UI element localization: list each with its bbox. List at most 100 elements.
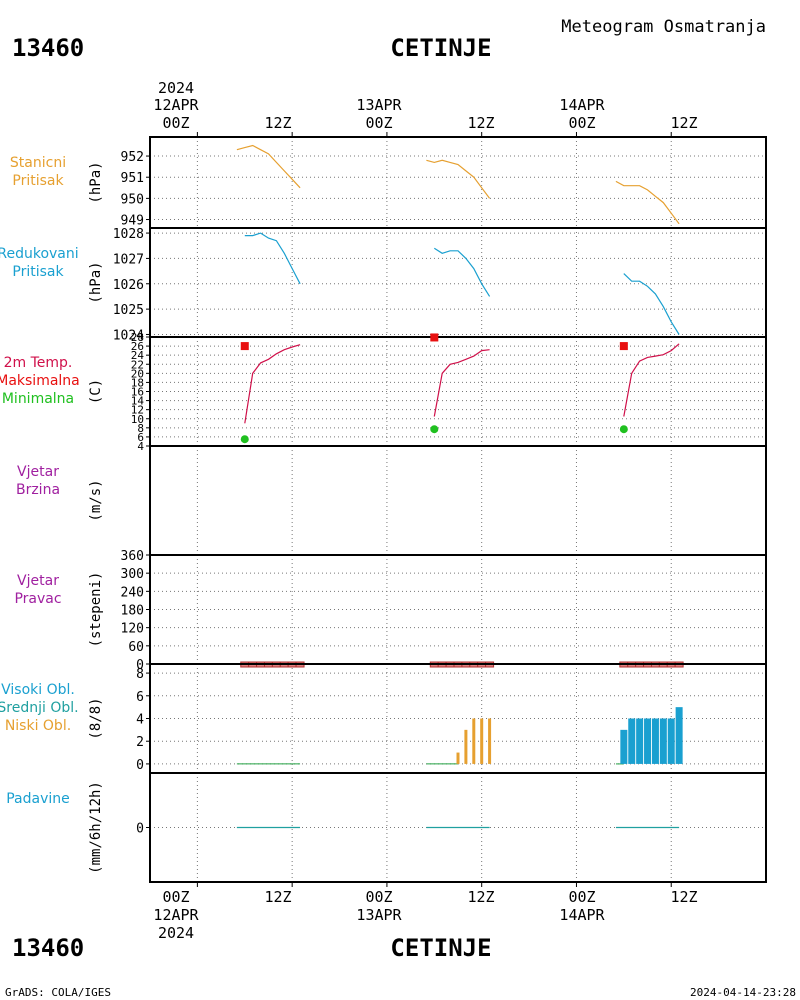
y-tick-label: 1028	[113, 227, 144, 242]
bottom-hour-12z-2: 12Z	[467, 888, 494, 906]
y-tick-label: 6	[137, 431, 144, 444]
y-tick-label: 22	[131, 358, 144, 371]
top-date-13apr: 13APR	[356, 96, 402, 114]
top-date-12apr: 12APR	[153, 96, 199, 114]
panel-side-label: Pravac	[14, 591, 61, 607]
y-tick-label: 951	[121, 171, 144, 186]
panel-frame	[149, 227, 767, 338]
high-cloud-bar	[651, 718, 659, 764]
panel-unit-label: (m/s)	[88, 479, 104, 521]
low-cloud-bar	[488, 718, 492, 764]
high-cloud-bar	[644, 718, 652, 764]
panel-frame	[149, 445, 767, 556]
high-cloud-bar	[659, 718, 667, 764]
series-line	[244, 232, 301, 285]
panel-side-label: Visoki Obl.	[1, 682, 75, 698]
panel-side-label: Padavine	[6, 791, 70, 807]
high-cloud-bar	[675, 707, 683, 764]
y-tick-label: 949	[121, 214, 144, 229]
y-tick-label: 950	[121, 192, 144, 207]
bottom-date-14apr: 14APR	[559, 906, 605, 924]
panel-side-label: Redukovani	[0, 246, 79, 262]
y-tick-label: 18	[131, 376, 144, 389]
high-cloud-bar	[667, 718, 675, 764]
bottom-hour-00z-3: 00Z	[568, 888, 595, 906]
station-name-top: CETINJE	[390, 34, 491, 62]
y-tick-label: 8	[136, 667, 144, 682]
panel-side-label: Vjetar	[17, 573, 59, 589]
series-line	[433, 247, 491, 297]
y-tick-label: 1027	[113, 252, 144, 267]
panel-side-label: 2m Temp.	[4, 355, 73, 371]
series-line	[236, 144, 301, 189]
tmax-marker	[240, 342, 249, 351]
top-year: 2024	[158, 79, 194, 97]
meteogram-subtitle: Meteogram Osmatranja	[561, 17, 766, 37]
y-tick-label: 10	[131, 413, 144, 426]
panel-unit-label: (hPa)	[88, 161, 104, 203]
panel-frame	[149, 136, 767, 229]
bottom-hour-00z-2: 00Z	[365, 888, 392, 906]
y-tick-label: 26	[131, 340, 144, 353]
station-id-bottom: 13460	[12, 934, 84, 962]
bottom-hour-12z-1: 12Z	[264, 888, 291, 906]
tmin-marker	[240, 435, 249, 444]
top-hour-12z-3: 12Z	[670, 114, 697, 132]
top-hour-00z-2: 00Z	[365, 114, 392, 132]
panel-unit-label: (stepeni)	[88, 572, 104, 648]
low-cloud-bar	[472, 718, 476, 764]
y-tick-label: 4	[136, 713, 144, 728]
bottom-hour-12z-3: 12Z	[670, 888, 697, 906]
tmax-marker	[619, 342, 628, 351]
panel-side-label: Pritisak	[12, 173, 64, 189]
top-hour-00z-3: 00Z	[568, 114, 595, 132]
series-line	[433, 349, 490, 417]
panel-unit-label: (8/8)	[88, 697, 104, 739]
panel-side-label: Brzina	[16, 482, 60, 498]
y-tick-label: 120	[121, 622, 144, 637]
y-tick-label: 20	[131, 367, 144, 380]
y-tick-label: 1025	[113, 303, 144, 318]
bottom-year: 2024	[158, 924, 194, 942]
y-tick-label: 6	[136, 690, 144, 705]
panel-side-label: Minimalna	[2, 391, 74, 407]
y-tick-label: 28	[131, 331, 144, 344]
tmax-marker	[430, 333, 439, 342]
y-tick-label: 8	[137, 422, 144, 435]
panel-unit-label: (hPa)	[88, 261, 104, 303]
y-tick-label: 16	[131, 386, 144, 399]
y-tick-label: 0	[136, 658, 144, 673]
y-tick-label: 300	[121, 567, 144, 582]
low-cloud-bar	[464, 729, 468, 764]
y-tick-label: 0	[136, 822, 144, 837]
panel-side-label: Maksimalna	[0, 373, 80, 389]
series-line	[615, 180, 680, 225]
station-id-top: 13460	[12, 34, 84, 62]
panel-side-label: Srednji Obl.	[0, 700, 79, 716]
y-tick-label: 1024	[113, 328, 144, 343]
y-tick-label: 60	[128, 640, 144, 655]
panel-side-label: Vjetar	[17, 464, 59, 480]
y-tick-label: 2	[136, 735, 144, 750]
panel-frame	[149, 772, 767, 883]
tmin-marker	[430, 425, 439, 434]
panel-unit-label: (mm/6h/12h)	[88, 781, 104, 874]
footer-timestamp: 2024-04-14-23:28	[690, 986, 796, 999]
y-tick-label: 12	[131, 404, 144, 417]
top-hour-12z-1: 12Z	[264, 114, 291, 132]
panel-side-label: Pritisak	[12, 264, 64, 280]
high-cloud-bar	[628, 718, 636, 764]
series-line	[623, 273, 680, 335]
high-cloud-bar	[620, 729, 628, 764]
bottom-date-12apr: 12APR	[153, 906, 199, 924]
panel-unit-label: (C)	[88, 379, 104, 404]
y-tick-label: 14	[131, 395, 145, 408]
high-cloud-bar	[636, 718, 644, 764]
y-tick-label: 180	[121, 604, 144, 619]
y-tick-label: 240	[121, 585, 144, 600]
y-tick-label: 24	[131, 349, 145, 362]
y-tick-label: 952	[121, 150, 144, 165]
series-line	[244, 344, 301, 424]
top-hour-00z-1: 00Z	[162, 114, 189, 132]
